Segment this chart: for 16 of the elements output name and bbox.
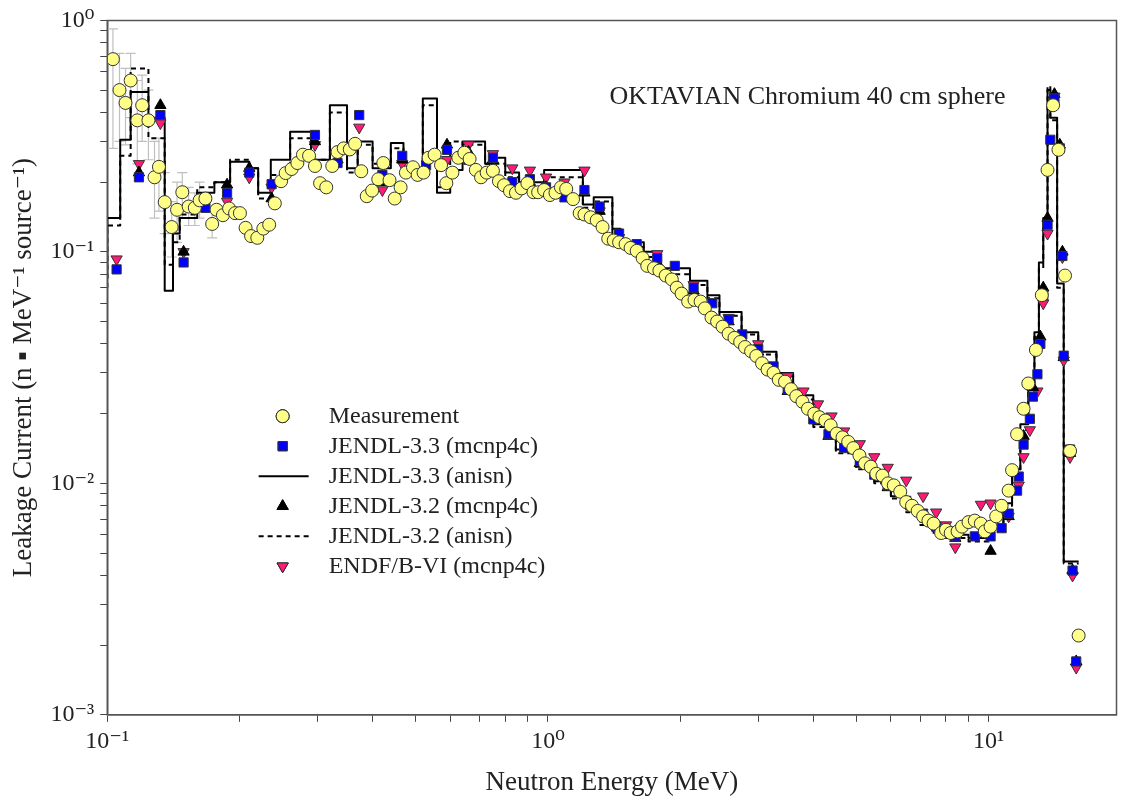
x-tick-label: 10¹ <box>973 727 1005 754</box>
legend-label: JENDL-3.3 (mcnp4c) <box>328 431 538 458</box>
y-tick-label: 10⁰ <box>60 5 95 32</box>
y-tick-label: 10⁻² <box>50 468 95 495</box>
y-tick-label: 10⁻³ <box>50 700 95 727</box>
legend-label: ENDF/B-VI (mcnp4c) <box>328 551 546 578</box>
legend-label: JENDL-3.2 (anisn) <box>328 521 513 548</box>
legend-label: JENDL-3.3 (anisn) <box>328 461 513 488</box>
legend-label: Measurement <box>328 401 460 428</box>
x-axis-title: Neutron Energy (MeV) <box>485 765 739 796</box>
text: OKTAVIAN Chromium 40 cm sphere <box>609 80 1006 110</box>
x-tick-label: 10⁻¹ <box>85 727 130 754</box>
x-tick-label: 10⁰ <box>531 727 565 754</box>
y-tick-label: 10⁻¹ <box>50 237 95 264</box>
y-axis-title: Leakage Current (n ▪ MeV⁻¹ source⁻¹) <box>7 157 38 578</box>
legend-label: JENDL-3.2 (mcnp4c) <box>328 491 538 518</box>
